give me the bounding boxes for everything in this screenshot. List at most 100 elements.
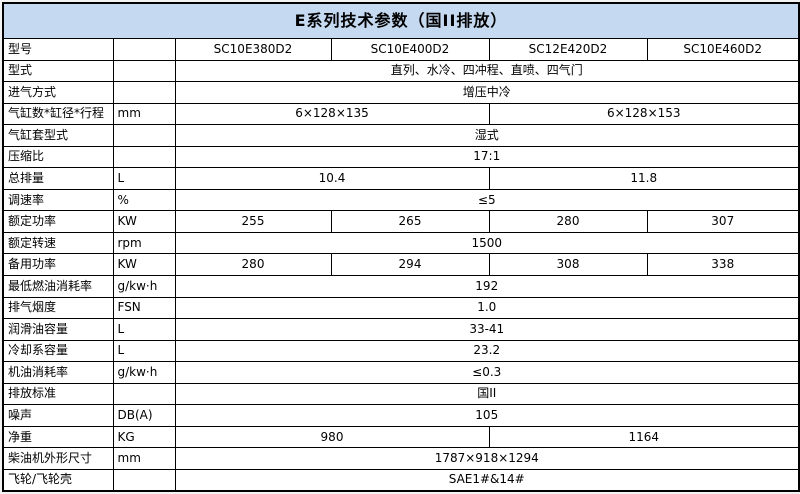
title-row: E系列技术参数（国II排放） (2, 2, 800, 39)
value-cell: ≤0.3 (174, 361, 800, 384)
param-cell: 额定功率 (2, 210, 114, 233)
value-cell: 17:1 (174, 145, 800, 169)
value-cell: 280 (488, 210, 648, 233)
param-cell: 压缩比 (2, 145, 114, 169)
unit-cell: KW (112, 253, 176, 277)
unit-cell (112, 145, 176, 169)
value-cell: 1787×918×1294 (174, 447, 800, 470)
table-row: 机油消耗率 g/kw·h ≤0.3 (2, 361, 800, 384)
table-row: 气缸套型式 湿式 (2, 124, 800, 147)
param-cell: 型号 (2, 38, 114, 61)
unit-cell (112, 468, 176, 492)
unit-cell: g/kw·h (112, 275, 176, 298)
value-cell: 105 (174, 404, 800, 427)
param-cell: 进气方式 (2, 81, 114, 104)
unit-cell: g/kw·h (112, 361, 176, 384)
value-cell: SC10E460D2 (646, 38, 800, 61)
table-row: 冷却系容量 L 23.2 (2, 339, 800, 363)
table-row: 型号 SC10E380D2 SC10E400D2 SC12E420D2 SC10E460… (2, 38, 800, 61)
table-row: 最低燃油消耗率 g/kw·h 192 (2, 275, 800, 298)
value-cell: 265 (330, 210, 490, 233)
table-row: 噪声 DB(A) 105 (2, 404, 800, 427)
table-row: 调速率% ≤5 (2, 188, 800, 212)
param-cell: 气缸数*缸径*行程 (2, 102, 114, 126)
table-row: 飞轮/飞轮壳 SAE1#&14# (2, 468, 800, 492)
unit-cell: L (112, 318, 176, 341)
value-cell: 255 (174, 210, 332, 233)
value-cell: 直列、水冷、四冲程、直喷、四气门 (174, 59, 800, 83)
unit-cell: KG (112, 425, 176, 449)
table-row: 额定功率 KW 255 265 280 307 (2, 210, 800, 233)
param-cell: 型式 (2, 59, 114, 83)
value-cell: 1.0 (174, 296, 800, 320)
unit-cell: L (112, 167, 176, 190)
unit-cell: L (112, 339, 176, 363)
unit-cell: DB(A) (112, 404, 176, 427)
param-cell: 最低燃油消耗率 (2, 275, 114, 298)
table-row: 压缩比 17:1 (2, 145, 800, 169)
table-row: 润滑油容量 L 33-41 (2, 318, 800, 341)
table-row: 排气烟度 FSN 1.0 (2, 296, 800, 320)
table-row: 柴油机外形尺寸 mm 1787×918×1294 (2, 447, 800, 470)
unit-cell (112, 59, 176, 83)
value-cell: 国II (174, 382, 800, 406)
unit-cell (112, 382, 176, 406)
value-cell: 280 (174, 253, 332, 277)
unit-cell: rpm (112, 231, 176, 255)
value-cell: SC10E380D2 (174, 38, 332, 61)
value-cell: 33-41 (174, 318, 800, 341)
value-cell: SC12E420D2 (488, 38, 648, 61)
unit-cell: FSN (112, 296, 176, 320)
value-cell: 23.2 (174, 339, 800, 363)
value-cell: 308 (488, 253, 648, 277)
param-cell: 机油消耗率 (2, 361, 114, 384)
table-row: 气缸数*缸径*行程 mm 6×128×135 6×128×153 (2, 102, 800, 126)
value-cell: SAE1#&14# (174, 468, 800, 492)
value-cell: 湿式 (174, 124, 800, 147)
param-cell: 柴油机外形尺寸 (2, 447, 114, 470)
param-cell: 润滑油容量 (2, 318, 114, 341)
value-cell: 1500 (174, 231, 800, 255)
value-cell: 307 (646, 210, 800, 233)
table-row: 净重 KG 980 1164 (2, 425, 800, 449)
table-row: 额定转速 rpm 1500 (2, 231, 800, 255)
value-cell: 338 (646, 253, 800, 277)
unit-cell (112, 124, 176, 147)
value-cell: 10.4 (174, 167, 490, 190)
table-row: 总排量 L 10.4 11.8 (2, 167, 800, 190)
value-cell: SC10E400D2 (330, 38, 490, 61)
value-cell: 6×128×153 (488, 102, 800, 126)
value-cell: 980 (174, 425, 490, 449)
table-row: 进气方式 增压中冷 (2, 81, 800, 104)
param-cell: 气缸套型式 (2, 124, 114, 147)
value-cell: 1164 (488, 425, 800, 449)
unit-cell: % (112, 188, 176, 212)
table-row: 排放标准 国II (2, 382, 800, 406)
unit-cell (112, 38, 176, 61)
param-cell: 额定转速 (2, 231, 114, 255)
value-cell: 6×128×135 (174, 102, 490, 126)
param-cell: 飞轮/飞轮壳 (2, 468, 114, 492)
value-cell: 294 (330, 253, 490, 277)
table-row: 备用功率 KW 280 294 308 338 (2, 253, 800, 277)
value-cell: 增压中冷 (174, 81, 800, 104)
value-cell: 11.8 (488, 167, 800, 190)
unit-cell: mm (112, 102, 176, 126)
param-cell: 备用功率 (2, 253, 114, 277)
param-cell: 排气烟度 (2, 296, 114, 320)
param-cell: 噪声 (2, 404, 114, 427)
spec-table-body: 型号 SC10E380D2 SC10E400D2 SC12E420D2 SC10E460… (2, 38, 800, 492)
param-cell: 总排量 (2, 167, 114, 190)
unit-cell: mm (112, 447, 176, 470)
param-cell: 冷却系容量 (2, 339, 114, 363)
table-row: 型式 直列、水冷、四冲程、直喷、四气门 (2, 59, 800, 83)
param-cell: 净重 (2, 425, 114, 449)
unit-cell: KW (112, 210, 176, 233)
value-cell: ≤5 (174, 188, 800, 212)
param-cell: 排放标准 (2, 382, 114, 406)
value-cell: 192 (174, 275, 800, 298)
page-title: E系列技术参数（国II排放） (2, 2, 800, 39)
unit-cell (112, 81, 176, 104)
